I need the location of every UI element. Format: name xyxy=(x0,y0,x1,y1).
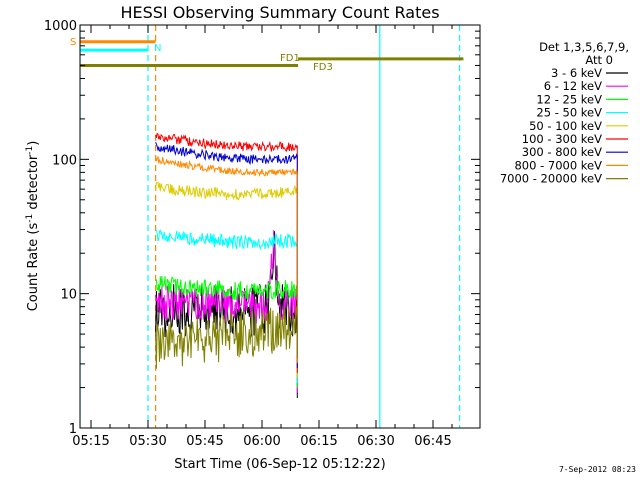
x-tick-label: 05:45 xyxy=(186,434,223,449)
plot-clip-group xyxy=(80,25,464,428)
y-tick-label: 10 xyxy=(60,288,77,303)
footer-date: 7-Sep-2012 08:23 xyxy=(559,465,636,474)
x-tick-label: 06:15 xyxy=(300,434,337,449)
legend-entry-label: 12 - 25 keV xyxy=(536,92,602,106)
x-tick-label: 06:30 xyxy=(357,434,394,449)
legend-entry-label: 25 - 50 keV xyxy=(536,106,602,120)
series-trace-5 xyxy=(155,132,298,373)
legend-entry-label: 100 - 300 keV xyxy=(522,132,602,146)
y-tick-label: 1 xyxy=(69,422,77,437)
x-tick-label: 06:00 xyxy=(243,434,280,449)
series-trace-3 xyxy=(155,229,298,383)
x-tick-label: 05:15 xyxy=(72,434,109,449)
x-tick-label: 06:45 xyxy=(414,434,451,449)
x-tick-label: 05:30 xyxy=(129,434,166,449)
legend-entry-label: 800 - 7000 keV xyxy=(514,158,602,172)
series-trace-1 xyxy=(155,230,298,393)
y-axis: 1 10 100 1000 xyxy=(44,19,480,437)
flag-label-fd3: FD3 xyxy=(313,62,333,73)
legend-entry-label: 6 - 12 keV xyxy=(544,79,602,93)
legend-entry-label: 300 - 800 keV xyxy=(522,145,602,159)
y-tick-label: 1000 xyxy=(44,19,77,34)
series-trace-6 xyxy=(155,141,298,368)
series-trace-4 xyxy=(155,181,298,378)
legend-entry-label: 7000 - 20000 keV xyxy=(500,172,602,186)
x-axis: 05:15 05:30 05:45 06:00 06:15 06:30 06:45 xyxy=(72,25,453,449)
series-trace-8 xyxy=(155,306,298,369)
flag-label-s: S xyxy=(70,37,76,48)
chart-title: HESSI Observing Summary Count Rates xyxy=(120,3,439,22)
legend-entry-label: 50 - 100 keV xyxy=(529,119,602,133)
x-axis-label: Start Time (06-Sep-12 05:12:22) xyxy=(174,457,385,472)
legend-header-detectors: Det 1,3,5,6,7,9, xyxy=(539,40,629,54)
series-trace-2 xyxy=(155,275,298,388)
flag-label-n: N xyxy=(154,43,161,54)
legend-header-attenuator: Att 0 xyxy=(585,53,613,67)
legend-entry-label: 3 - 6 keV xyxy=(551,66,602,80)
y-tick-label: 100 xyxy=(52,153,77,168)
series-trace-7 xyxy=(155,156,298,363)
plot-content: S N FD1 FD3 xyxy=(70,25,464,428)
flag-label-fd1: FD1 xyxy=(280,53,300,64)
series-trace-0 xyxy=(155,231,298,398)
y-axis-label: Count Rate (s-1 detector-1) xyxy=(25,141,41,312)
plot-frame xyxy=(79,24,481,429)
